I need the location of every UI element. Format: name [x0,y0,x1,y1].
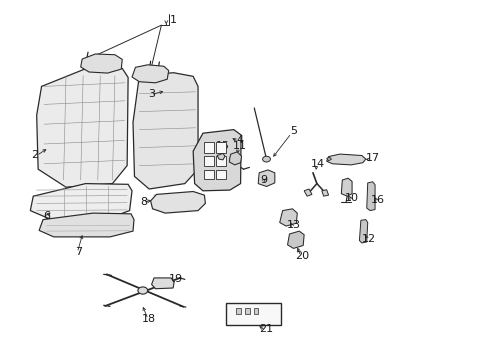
Text: 3: 3 [148,89,155,99]
Polygon shape [229,152,241,165]
Polygon shape [287,231,304,248]
Bar [254,308,258,314]
Bar [245,308,249,314]
Text: 12: 12 [362,234,375,244]
Polygon shape [81,54,122,73]
Circle shape [262,156,270,162]
Text: 19: 19 [169,274,183,284]
Polygon shape [39,213,134,237]
Polygon shape [326,154,365,165]
Bar [236,308,240,314]
Text: 15: 15 [215,141,229,151]
Text: 18: 18 [142,314,156,324]
Polygon shape [321,190,328,196]
Polygon shape [326,157,331,161]
Text: 4: 4 [236,135,243,145]
Bar [204,142,214,153]
Text: 1: 1 [170,15,177,25]
Polygon shape [341,178,351,196]
Polygon shape [150,192,205,213]
Text: 8: 8 [141,197,147,207]
Text: 21: 21 [259,324,273,334]
Text: 20: 20 [295,251,308,261]
Polygon shape [366,182,374,211]
Text: 9: 9 [260,175,267,185]
Polygon shape [217,153,224,160]
Text: 10: 10 [345,193,358,203]
Polygon shape [359,220,367,243]
Bar [225,303,280,325]
Text: 5: 5 [289,126,296,136]
Text: 16: 16 [370,195,384,205]
Bar [216,156,225,166]
Circle shape [138,287,147,294]
Text: 11: 11 [232,141,246,151]
Text: 14: 14 [310,159,324,169]
Polygon shape [258,170,274,186]
Polygon shape [279,209,297,226]
Text: 6: 6 [43,211,50,221]
Bar [216,142,225,153]
Text: 2: 2 [31,150,38,160]
Bar [216,170,225,179]
Text: 7: 7 [75,247,81,257]
Polygon shape [304,189,311,196]
Text: 13: 13 [286,220,300,230]
Polygon shape [151,278,174,289]
Polygon shape [37,65,128,187]
Polygon shape [133,73,198,189]
Bar [204,170,214,179]
Polygon shape [193,130,241,191]
Bar [204,156,214,166]
Text: 17: 17 [365,153,379,163]
Polygon shape [132,65,168,83]
Polygon shape [30,184,132,220]
